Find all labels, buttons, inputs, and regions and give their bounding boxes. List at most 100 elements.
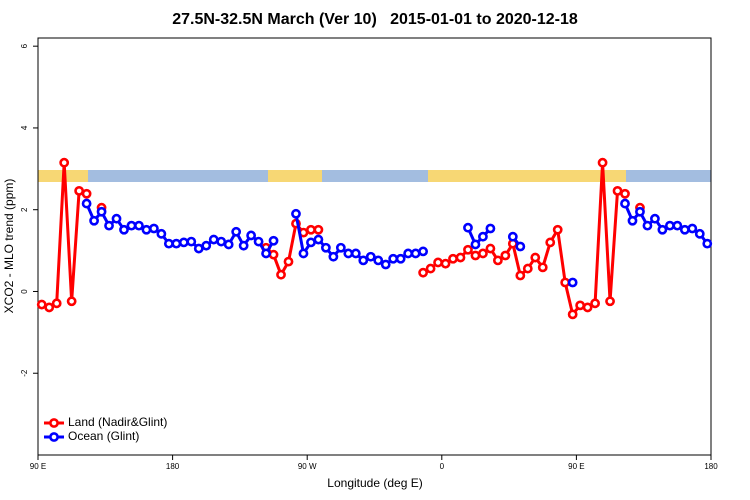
y-tick-label: 0	[20, 289, 29, 294]
data-point	[702, 238, 713, 249]
data-point	[627, 215, 638, 226]
data-point	[208, 234, 219, 245]
data-point	[283, 256, 294, 267]
data-point	[223, 239, 234, 250]
data-point	[448, 253, 458, 264]
data-point	[522, 263, 533, 274]
x-tick-label: 180	[166, 462, 180, 471]
data-point	[373, 255, 384, 266]
data-point	[335, 242, 346, 253]
data-point	[74, 185, 85, 196]
data-point	[597, 157, 608, 168]
data-point	[395, 253, 406, 264]
data-point	[171, 238, 182, 249]
data-point	[365, 251, 376, 262]
data-point	[478, 248, 488, 259]
legend-marker	[49, 418, 59, 428]
data-point	[201, 240, 212, 251]
data-point	[119, 224, 129, 235]
data-point	[380, 259, 391, 270]
data-point	[537, 262, 548, 273]
y-axis-label: XCO2 - MLO trend (ppm)	[2, 179, 16, 314]
data-point	[687, 223, 698, 234]
x-tick-label: 90 W	[298, 462, 317, 471]
data-point	[111, 213, 122, 224]
data-point	[567, 309, 578, 320]
x-tick-label: 90 E	[30, 462, 46, 471]
data-point	[149, 223, 159, 234]
data-point	[515, 270, 526, 281]
data-point	[268, 249, 279, 260]
data-point	[253, 236, 264, 247]
y-tick-label: 2	[20, 207, 29, 212]
data-point	[238, 240, 249, 251]
data-point	[650, 213, 660, 224]
data-point	[455, 252, 466, 263]
data-point	[276, 269, 286, 280]
data-point	[81, 198, 92, 209]
data-point	[470, 239, 481, 250]
data-point	[89, 215, 99, 226]
data-point	[620, 198, 630, 209]
data-point	[567, 277, 578, 288]
data-point	[96, 206, 107, 217]
data-point	[418, 267, 429, 278]
data-point	[141, 224, 152, 235]
data-point	[470, 250, 481, 261]
data-point	[134, 220, 144, 231]
data-point	[231, 226, 242, 237]
data-point	[59, 157, 70, 168]
data-point	[425, 263, 436, 274]
data-point	[433, 257, 443, 268]
data-point	[343, 248, 354, 259]
data-point	[66, 296, 77, 307]
x-tick-label: 90 E	[568, 462, 584, 471]
x-axis-label: Longitude (deg E)	[327, 476, 422, 490]
data-point	[552, 224, 563, 235]
data-point	[291, 208, 301, 219]
data-point	[664, 220, 675, 231]
data-point	[261, 248, 271, 259]
data-point	[216, 236, 227, 247]
data-point	[320, 242, 331, 253]
data-point	[672, 220, 683, 231]
data-point	[81, 188, 92, 199]
data-point	[358, 255, 369, 266]
data-point	[51, 298, 62, 309]
data-point	[403, 248, 414, 259]
y-tick-label: -2	[20, 369, 29, 377]
data-point	[440, 258, 451, 269]
data-point	[679, 224, 690, 235]
data-point	[350, 248, 361, 259]
data-point	[485, 223, 496, 234]
data-point	[44, 302, 55, 313]
legend-marker	[49, 432, 59, 442]
data-point	[328, 251, 339, 262]
data-point	[156, 228, 167, 239]
legend-label: Ocean (Glint)	[68, 429, 139, 443]
data-point	[104, 220, 114, 231]
data-point	[590, 298, 600, 309]
data-point	[268, 235, 279, 246]
data-point	[246, 230, 257, 241]
data-point	[306, 224, 316, 235]
data-point	[545, 237, 556, 248]
data-point	[410, 248, 421, 259]
y-tick-label: 4	[20, 125, 29, 130]
data-point	[657, 224, 668, 235]
data-point	[298, 248, 309, 259]
data-point	[694, 228, 705, 239]
data-point	[306, 237, 316, 248]
data-point	[515, 241, 526, 252]
data-point	[575, 300, 586, 311]
x-tick-label: 0	[440, 462, 445, 471]
y-tick-label: 6	[20, 43, 29, 48]
x-tick-label: 180	[704, 462, 718, 471]
data-point	[463, 222, 473, 233]
data-point	[507, 231, 518, 242]
data-point	[620, 188, 630, 199]
data-point	[186, 236, 197, 247]
data-point	[418, 246, 429, 257]
data-point	[313, 234, 324, 245]
plot-frame	[37, 37, 712, 456]
